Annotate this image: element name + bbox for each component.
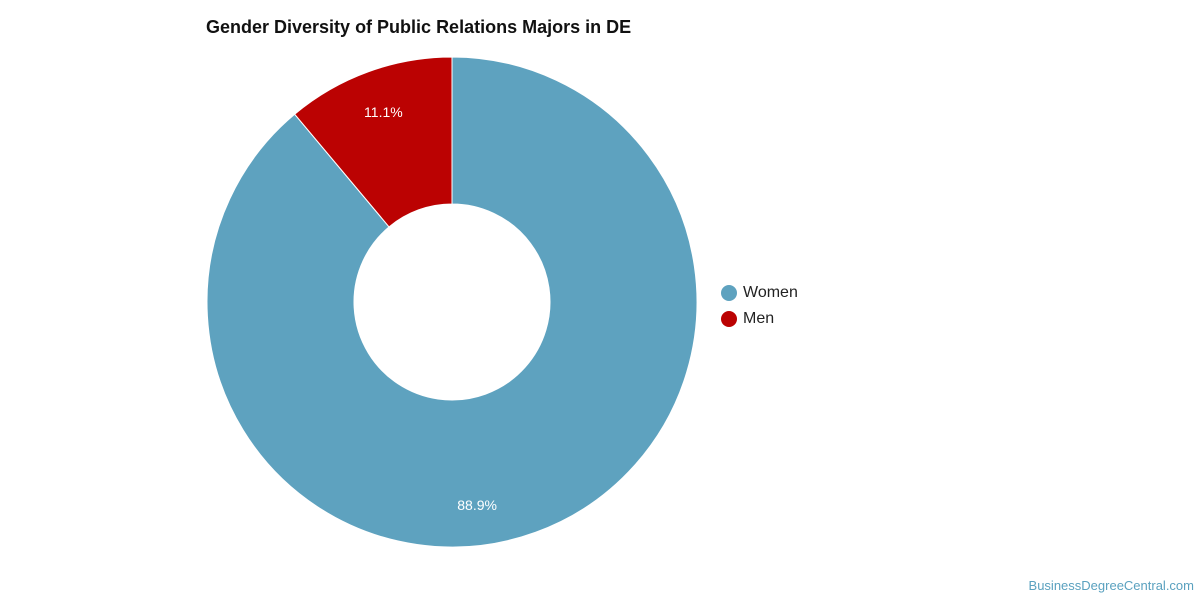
legend-item-men[interactable]: Men [721, 306, 798, 332]
slice-women[interactable] [206, 56, 698, 548]
legend-label-men: Men [743, 310, 775, 327]
legend-item-women[interactable]: Women [721, 280, 798, 306]
legend-swatch-women [721, 285, 737, 301]
source-credit[interactable]: BusinessDegreeCentral.com [1028, 578, 1194, 593]
chart-title: Gender Diversity of Public Relations Maj… [206, 17, 632, 37]
legend-swatch-men [721, 311, 737, 327]
legend: Women Men [721, 280, 798, 332]
slice-men[interactable] [293, 56, 453, 228]
legend-label-women: Women [743, 284, 798, 301]
slice-label-women: 88.9% [457, 497, 497, 513]
slice-label-men: 11.1% [364, 104, 403, 120]
